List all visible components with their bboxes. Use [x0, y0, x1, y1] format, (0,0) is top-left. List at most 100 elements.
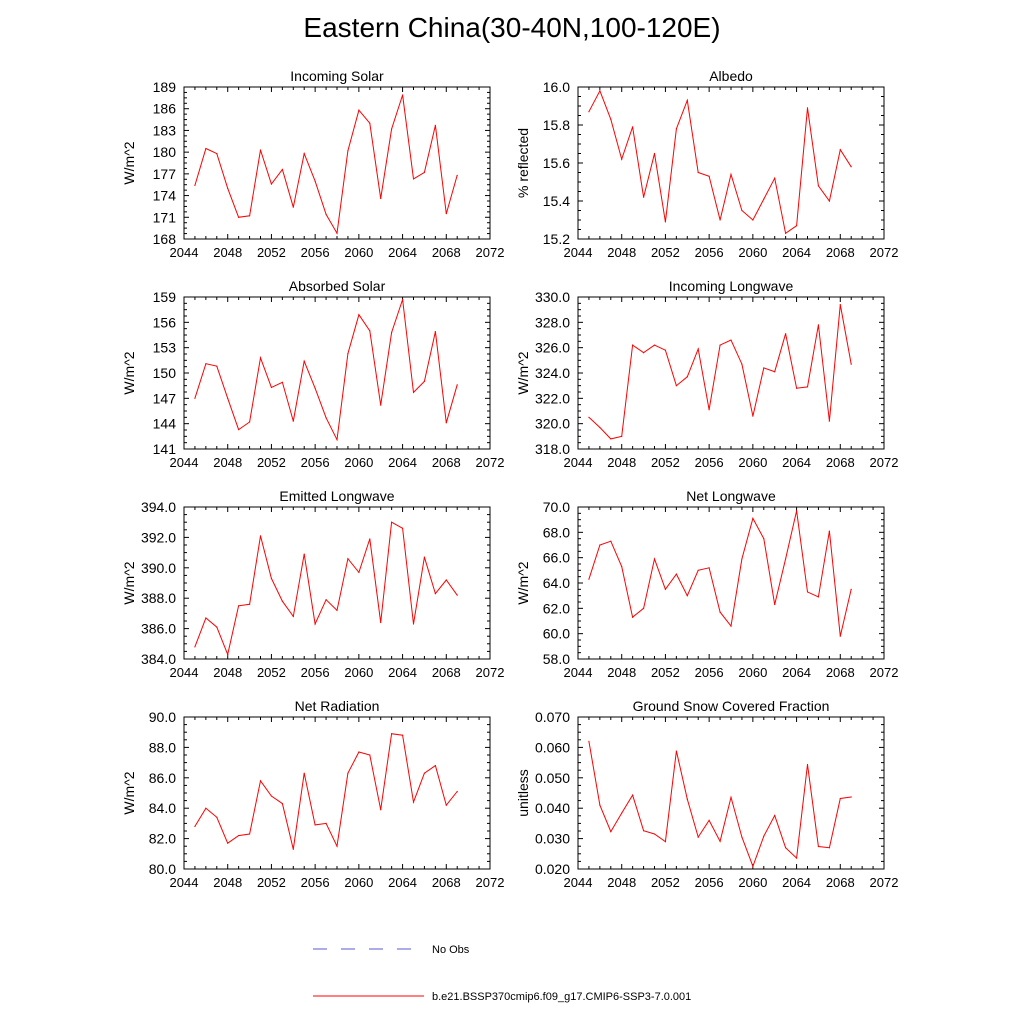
panel-3-point	[401, 298, 404, 301]
panel-5-xtick-label: 2048	[213, 665, 242, 680]
panel-1-ytick-label: 186	[153, 101, 177, 117]
panel-8-point	[599, 804, 601, 806]
panel-4-xtick-label: 2048	[607, 455, 636, 470]
panel-4-ytick-label: 320.0	[535, 416, 570, 432]
panel-7-point	[292, 848, 294, 850]
panel-3-ylabel: W/m^2	[121, 351, 137, 394]
panel-4-ytick-label: 326.0	[535, 340, 570, 356]
panel-7-point	[238, 834, 240, 837]
panel-3-xtick-label: 2048	[213, 455, 242, 470]
panel-6-xtick-label: 2056	[695, 665, 724, 680]
panel-3-point	[347, 352, 349, 355]
panel-3: 2044 2048 2052 2056 2060 2064 2068 2072 141 144 14…	[121, 278, 504, 470]
panel-3-ytick-label: 144	[153, 416, 177, 432]
panel-4-xtick-label: 2072	[870, 455, 899, 470]
panel-3-point	[336, 439, 338, 441]
panel-5-ytick-label: 388.0	[141, 590, 176, 606]
panel-8-xtick-label: 2064	[782, 875, 811, 890]
panel-1-ytick-label: 183	[153, 122, 177, 138]
panel-4-point	[610, 438, 612, 440]
panel-8-point	[642, 830, 645, 832]
panel-6-title: Net Longwave	[686, 488, 776, 504]
panel-6-point	[708, 567, 710, 569]
panel-8-point	[763, 835, 765, 837]
panel-1-point	[325, 213, 327, 215]
panel-4-point	[795, 387, 798, 389]
panel-2-point	[675, 128, 677, 130]
panel-1-xtick-label: 2064	[388, 245, 417, 260]
panel-6-xtick-label: 2052	[651, 665, 680, 680]
panel-5-xtick-label: 2072	[476, 665, 505, 680]
panel-4-xtick-label: 2064	[782, 455, 811, 470]
panel-3-ytick-label: 150	[153, 365, 177, 381]
panel-4-point	[741, 363, 743, 365]
panel-4-xtick-label: 2052	[651, 455, 680, 470]
panel-2-point	[708, 175, 710, 177]
panel-8-xtick-label: 2044	[564, 875, 593, 890]
panel-2-point	[763, 198, 765, 200]
panel-7-point	[303, 772, 305, 774]
panel-4-point	[839, 304, 841, 306]
panel-2-point	[806, 107, 809, 109]
panel-7-point	[281, 803, 283, 805]
panel-8-point	[697, 836, 699, 838]
panel-3-ytick-label: 147	[153, 390, 177, 406]
panel-1-point	[423, 171, 426, 174]
panel-2-point	[697, 171, 699, 174]
panel-8-point	[752, 865, 754, 867]
panel-4-point	[588, 416, 590, 418]
panel-6-point	[599, 544, 601, 546]
panel-1-xtick-label: 2056	[301, 245, 330, 260]
panel-7: 2044 2048 2052 2056 2060 2064 2068 2072 80.0 82.0…	[121, 698, 504, 890]
panel-1-point	[434, 124, 436, 126]
panel-7-point	[270, 795, 273, 797]
panel-7-xtick-label: 2044	[170, 875, 199, 890]
panel-5-point	[401, 527, 404, 529]
panel-3-point	[259, 357, 262, 359]
figure-title: Eastern China(30-40N,100-120E)	[303, 12, 721, 43]
panel-2-frame	[577, 86, 885, 240]
panel-3-xtick-label: 2056	[301, 455, 330, 470]
panel-7-xtick-label: 2048	[213, 875, 242, 890]
panel-4-point	[752, 415, 754, 417]
panel-4-point	[697, 348, 699, 350]
panel-1-point	[358, 109, 360, 111]
panel-1-point	[347, 150, 349, 152]
panel-6-point	[785, 558, 787, 560]
panel-7-point	[401, 734, 404, 736]
panel-6-point	[730, 625, 732, 627]
panel-4-xtick-label: 2068	[826, 455, 855, 470]
panel-5-xtick-label: 2044	[170, 665, 199, 680]
panel-4-point	[785, 333, 787, 335]
panel-4-point	[806, 386, 809, 388]
panel-2-xtick-label: 2044	[564, 245, 593, 260]
panel-2-xtick-label: 2056	[695, 245, 724, 260]
panel-2-point	[752, 219, 754, 221]
panel-2-xtick-label: 2048	[607, 245, 636, 260]
panel-8-ytick-label: 0.030	[535, 831, 570, 847]
panel-3-point	[412, 391, 415, 394]
panel-8: 2044 2048 2052 2056 2060 2064 2068 2072 0.020 0.0…	[515, 698, 898, 890]
panel-1-point	[303, 152, 305, 155]
panel-8-xtick-label: 2068	[826, 875, 855, 890]
panel-5-series-line	[194, 521, 458, 657]
panel-3-point	[227, 397, 229, 399]
panel-4-point	[719, 344, 721, 346]
panel-4-xtick-label: 2044	[564, 455, 593, 470]
panel-5-ytick-label: 384.0	[141, 651, 176, 667]
panel-5-point	[227, 653, 229, 656]
panel-7-point	[205, 807, 207, 809]
panel-2-series-line	[588, 89, 852, 235]
panel-4-point	[828, 420, 830, 422]
panel-7-point	[314, 824, 316, 826]
panel-1-point	[380, 197, 382, 200]
panel-8-point	[828, 847, 830, 849]
panel-1-series-line	[194, 94, 458, 235]
panel-7-point	[423, 772, 426, 774]
panel-4-point	[675, 385, 677, 387]
panel-6-point	[642, 607, 645, 609]
panel-7-xtick-label: 2068	[432, 875, 461, 890]
panel-6-ytick-label: 66.0	[543, 550, 570, 566]
panel-3-xtick-label: 2044	[170, 455, 199, 470]
panel-2-ytick-label: 15.6	[543, 155, 570, 171]
